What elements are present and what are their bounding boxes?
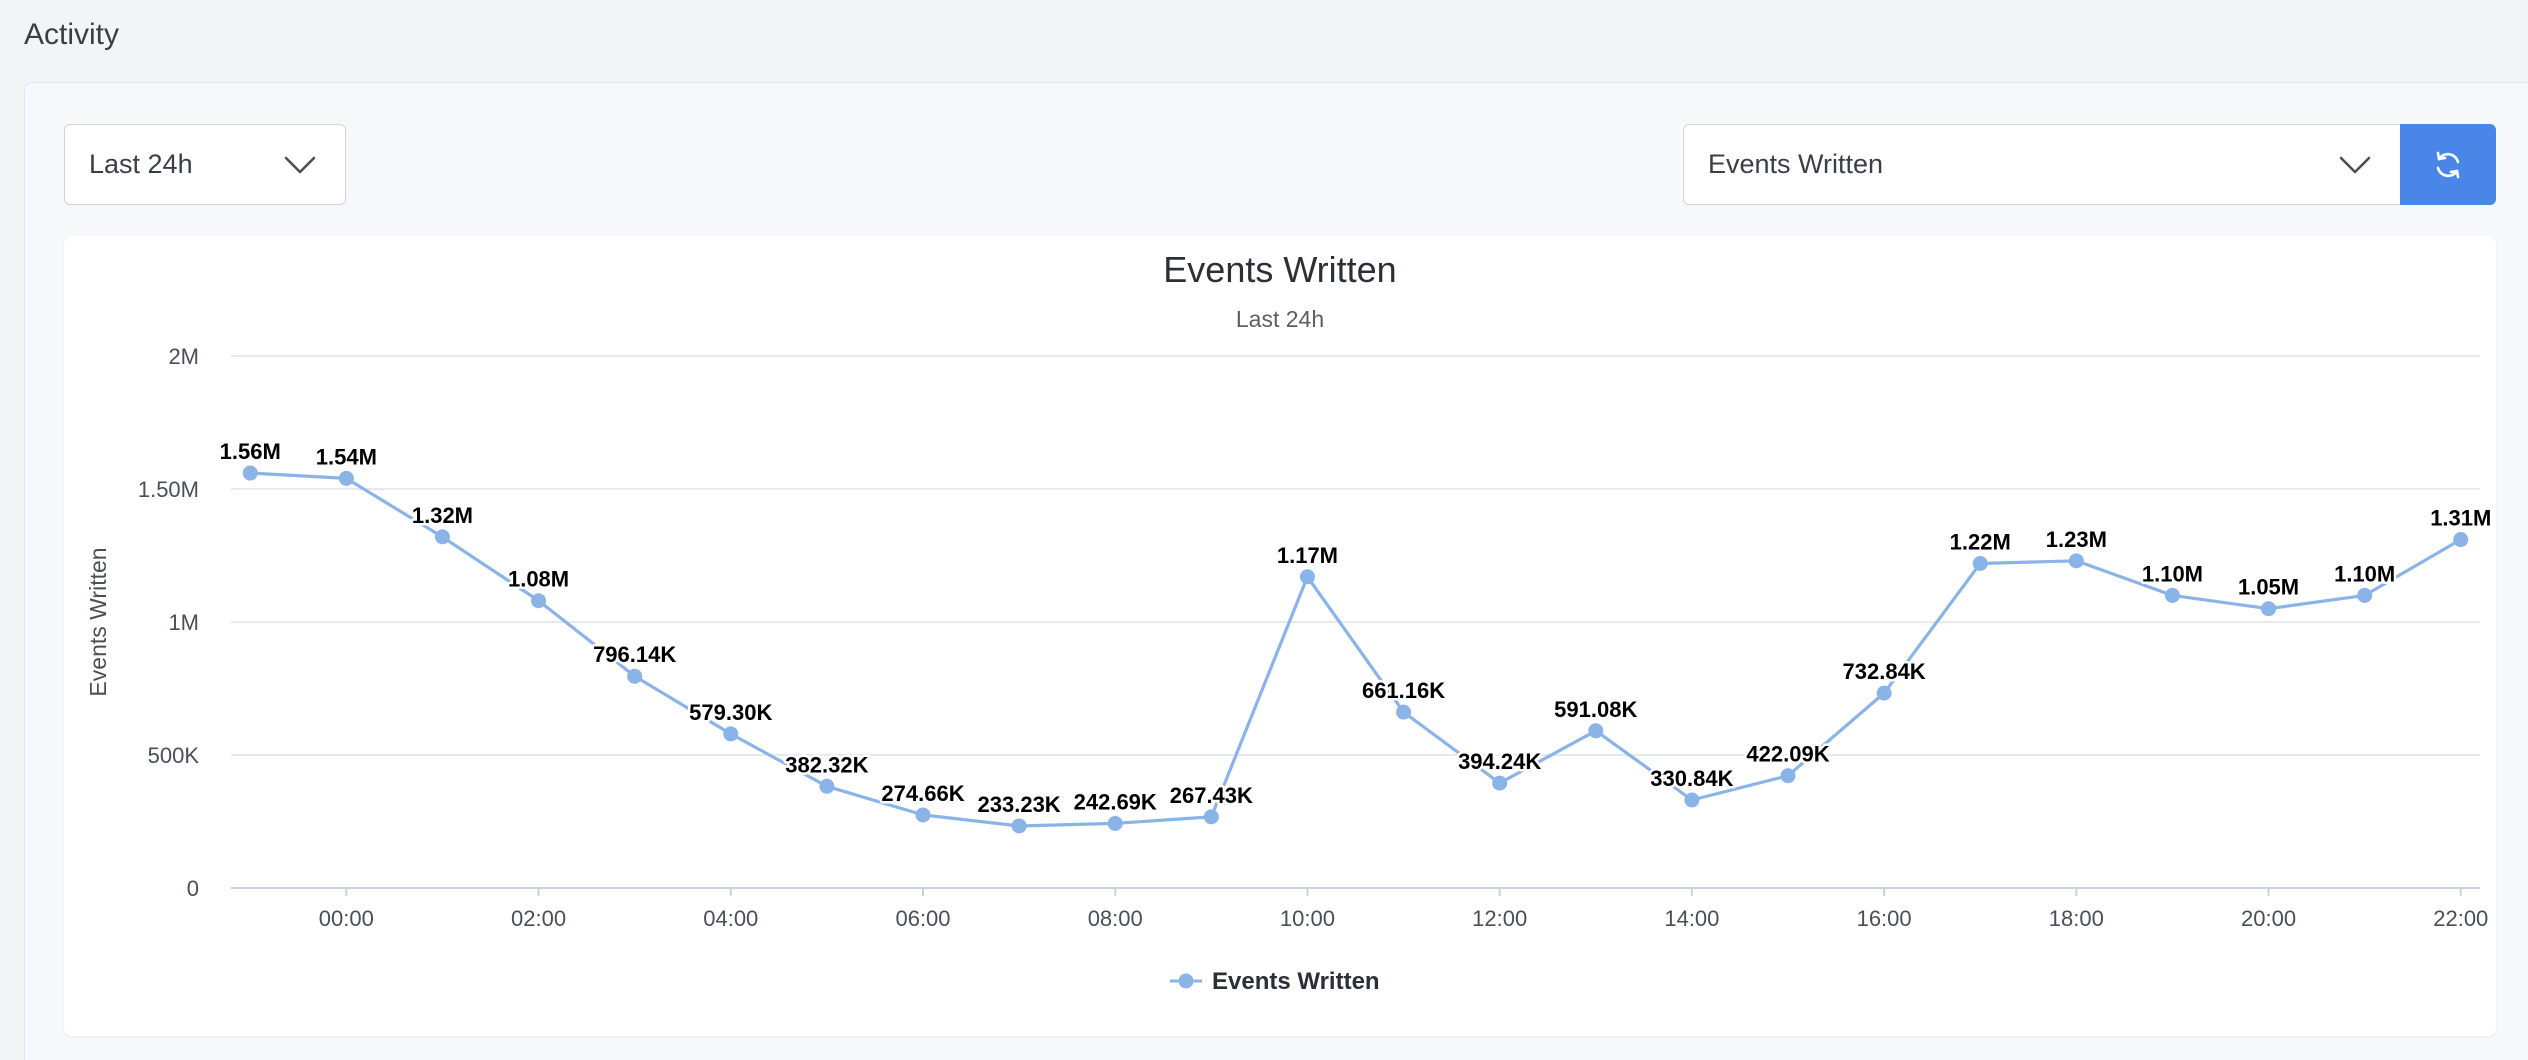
x-tick-label: 04:00 xyxy=(703,906,758,931)
data-label: 732.84K xyxy=(1843,659,1926,684)
data-point[interactable] xyxy=(1011,818,1027,834)
x-tick-label: 12:00 xyxy=(1472,906,1527,931)
time-range-select[interactable]: Last 24h xyxy=(64,124,346,205)
data-point[interactable] xyxy=(1107,815,1123,831)
data-label: 274.66K xyxy=(881,781,964,806)
x-tick-label: 06:00 xyxy=(895,906,950,931)
y-tick-label: 500K xyxy=(148,743,200,768)
data-label: 1.10M xyxy=(2334,561,2395,586)
chart-subtitle: Last 24h xyxy=(1236,306,1324,332)
series-events-written xyxy=(242,465,2469,834)
y-axis-ticks: 0 500K 1M 1.50M 2M xyxy=(138,344,199,901)
x-tick-label: 08:00 xyxy=(1088,906,1143,931)
page-title: Activity xyxy=(24,18,120,51)
data-point[interactable] xyxy=(531,593,547,609)
chart-card: Events Written Last 24h Events Written 0… xyxy=(64,236,2496,1036)
data-point[interactable] xyxy=(434,529,450,545)
data-point[interactable] xyxy=(1299,569,1315,585)
data-label: 233.23K xyxy=(978,792,1061,817)
data-point[interactable] xyxy=(2453,532,2469,548)
x-tick-label: 14:00 xyxy=(1664,906,1719,931)
data-point[interactable] xyxy=(1588,723,1604,739)
series-line xyxy=(248,471,2463,828)
data-label: 579.30K xyxy=(689,700,772,725)
data-point[interactable] xyxy=(1876,685,1892,701)
x-tick-label: 10:00 xyxy=(1280,906,1335,931)
data-point[interactable] xyxy=(1203,809,1219,825)
grid-lines xyxy=(231,355,2480,889)
data-label: 796.14K xyxy=(593,642,676,667)
data-label: 267.43K xyxy=(1170,783,1253,808)
data-label: 1.10M xyxy=(2142,561,2203,586)
x-tick-label: 00:00 xyxy=(319,906,374,931)
y-tick-label: 1M xyxy=(168,610,199,635)
data-label: 591.08K xyxy=(1554,697,1637,722)
metric-select[interactable]: Events Written xyxy=(1683,124,2401,205)
data-label: 394.24K xyxy=(1458,749,1541,774)
data-point[interactable] xyxy=(2164,587,2180,603)
chevron-down-icon xyxy=(2339,156,2371,173)
data-point[interactable] xyxy=(2357,587,2373,603)
data-label: 330.84K xyxy=(1650,766,1733,791)
data-point[interactable] xyxy=(1780,768,1796,784)
refresh-button[interactable] xyxy=(2400,124,2496,205)
data-label: 1.17M xyxy=(1277,543,1338,568)
legend-label: Events Written xyxy=(1212,968,1380,995)
data-label: 661.16K xyxy=(1362,678,1445,703)
refresh-icon xyxy=(2436,151,2460,178)
metric-value: Events Written xyxy=(1708,149,1884,179)
data-point[interactable] xyxy=(627,668,643,684)
y-tick-label: 0 xyxy=(187,876,199,901)
data-point[interactable] xyxy=(915,807,931,823)
events-written-chart: Events Written Last 24h Events Written 0… xyxy=(85,249,2494,995)
data-labels: 1.56M 1.54M 1.32M 1.08M 796.14K 579.30K 382.32… xyxy=(217,437,2494,820)
data-point[interactable] xyxy=(242,465,258,481)
data-label: 1.22M xyxy=(1950,529,2011,554)
x-tick-label: 02:00 xyxy=(511,906,566,931)
data-label: 422.09K xyxy=(1746,742,1829,767)
x-tick-label: 20:00 xyxy=(2241,906,2296,931)
data-point[interactable] xyxy=(338,470,354,486)
data-point[interactable] xyxy=(819,778,835,794)
chart-legend[interactable]: Events Written xyxy=(1170,968,1380,995)
data-label: 382.32K xyxy=(785,752,868,777)
data-point[interactable] xyxy=(723,726,739,742)
data-label: 1.05M xyxy=(2238,575,2299,600)
x-axis-ticks: 00:00 02:00 04:00 06:00 08:00 10:00 12:00 14:00… xyxy=(319,888,2488,931)
x-tick-label: 18:00 xyxy=(2049,906,2104,931)
x-tick-label: 16:00 xyxy=(1857,906,1912,931)
data-point[interactable] xyxy=(1684,792,1700,808)
data-label: 1.56M xyxy=(220,439,281,464)
data-label: 1.31M xyxy=(2430,506,2491,531)
y-tick-label: 2M xyxy=(168,344,199,369)
data-label: 1.32M xyxy=(412,503,473,528)
time-range-value: Last 24h xyxy=(89,149,193,179)
data-label: 1.08M xyxy=(508,567,569,592)
data-label: 1.23M xyxy=(2046,527,2107,552)
data-point[interactable] xyxy=(2261,601,2277,617)
data-label: 242.69K xyxy=(1074,789,1157,814)
chart-title: Events Written xyxy=(1163,249,1396,290)
chevron-down-icon xyxy=(284,156,316,173)
data-point[interactable] xyxy=(1492,775,1508,791)
legend-marker xyxy=(1178,973,1194,989)
y-axis-title: Events Written xyxy=(85,547,111,696)
data-point[interactable] xyxy=(2068,553,2084,569)
data-label: 1.54M xyxy=(316,444,377,469)
x-tick-label: 22:00 xyxy=(2433,906,2488,931)
data-point[interactable] xyxy=(1972,555,1988,571)
y-tick-label: 1.50M xyxy=(138,477,199,502)
data-point[interactable] xyxy=(1396,704,1412,720)
